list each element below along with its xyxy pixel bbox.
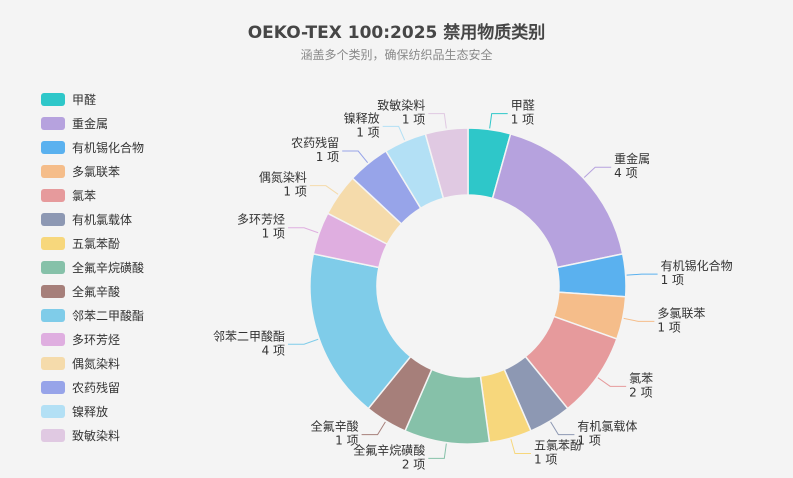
chart-subtitle: 涵盖多个类别，确保纺织品生态安全 [300, 48, 493, 62]
slice-label: 农药残留 [291, 136, 339, 150]
slice-label: 有机氯载体 [577, 420, 637, 434]
legend-label: 重金属 [72, 116, 109, 131]
legend-item[interactable]: 五氯苯酚 [41, 231, 144, 255]
label-leader-line [342, 150, 369, 163]
slice-label: 五氯苯酚 [534, 439, 582, 453]
label-leader-line [428, 443, 447, 459]
label-leader-line [510, 438, 531, 455]
slice-value-label: 1 项 [335, 434, 358, 448]
legend-label: 多环芳烃 [72, 332, 121, 347]
slice-label: 重金属 [614, 151, 650, 166]
label-leader-line [626, 273, 658, 276]
slice-label: 全氟辛酸 [311, 419, 359, 434]
label-leader-line [623, 317, 655, 322]
label-leader-line [489, 113, 508, 129]
legend-label: 有机锡化合物 [72, 140, 145, 155]
legend-item[interactable]: 有机氯载体 [41, 207, 144, 231]
legend-label: 多氯联苯 [72, 164, 121, 179]
chart-title: OEKO-TEX 100:2025 禁用物质类别 [247, 23, 546, 43]
legend-item[interactable]: 偶氮染料 [41, 351, 144, 375]
slice-label: 邻苯二甲酸酯 [213, 328, 285, 343]
legend-item[interactable]: 有机锡化合物 [41, 135, 144, 159]
slice-label: 氯苯 [629, 371, 653, 385]
slice-label: 镍释放 [344, 110, 380, 125]
slice-value-label: 1 项 [657, 320, 680, 334]
legend-swatch [41, 164, 65, 178]
slice-value-label: 1 项 [534, 453, 557, 467]
slice-value-label: 1 项 [511, 113, 534, 127]
slice-value-label: 2 项 [402, 457, 425, 471]
legend-swatch [41, 308, 65, 322]
legend-item[interactable]: 多氯联苯 [41, 159, 144, 183]
legend-item[interactable]: 全氟辛酸 [41, 279, 144, 303]
legend-label: 邻苯二甲酸酯 [72, 308, 145, 323]
legend-label: 镍释放 [72, 404, 109, 419]
label-leader-line [583, 166, 612, 178]
legend-swatch [41, 356, 65, 370]
slice-value-label: 1 项 [316, 150, 339, 164]
slice-label: 多氯联苯 [657, 306, 705, 320]
legend-item[interactable]: 甲醛 [41, 87, 144, 111]
chart-legend: 甲醛重金属有机锡化合物 多氯联苯氯苯有机氯载体五氯苯酚全氟辛烷磺酸 全氟辛酸邻苯二甲… [41, 87, 144, 447]
legend-swatch [41, 428, 65, 442]
slice-value-label: 1 项 [402, 113, 425, 127]
slice-label: 多环芳烃 [237, 213, 285, 227]
label-leader-line [288, 338, 319, 345]
donut-slice[interactable] [491, 132, 624, 269]
legend-label: 全氟辛酸 [72, 284, 121, 299]
slice-value-label: 1 项 [577, 434, 600, 448]
legend-item[interactable]: 多环芳烃 [41, 327, 144, 351]
slice-label: 有机锡化合物 [661, 258, 733, 273]
legend-swatch [41, 212, 65, 226]
legend-item[interactable]: 镍释放 [41, 399, 144, 423]
legend-item[interactable]: 全氟辛烷磺酸 [41, 255, 144, 279]
legend-label: 五氯苯酚 [72, 236, 121, 251]
legend-swatch [41, 260, 65, 274]
slice-value-label: 1 项 [283, 185, 306, 199]
legend-swatch [41, 116, 65, 130]
legend-swatch [41, 404, 65, 418]
slice-value-label: 4 项 [614, 166, 637, 180]
legend-swatch [41, 380, 65, 394]
slice-value-label: 4 项 [262, 343, 285, 357]
legend-label: 全氟辛烷磺酸 [72, 260, 145, 275]
legend-item[interactable]: 邻苯二甲酸酯 [41, 303, 144, 327]
label-leader-line [597, 377, 627, 387]
slice-value-label: 1 项 [262, 227, 285, 241]
label-leader-line [428, 113, 447, 129]
donut-slice[interactable] [424, 127, 469, 200]
slice-value-label: 1 项 [661, 273, 684, 287]
legend-swatch [41, 188, 65, 202]
legend-label: 甲醛 [72, 92, 97, 107]
slice-label: 偶氮染料 [259, 170, 307, 185]
legend-swatch [41, 284, 65, 298]
label-leader-line [550, 421, 575, 436]
slice-value-label: 2 项 [629, 385, 652, 399]
legend-label: 有机氯载体 [72, 212, 133, 227]
legend-item[interactable]: 氯苯 [41, 183, 144, 207]
label-leader-line [288, 227, 319, 234]
label-leader-line [361, 421, 386, 436]
legend-label: 致敏染料 [72, 428, 121, 443]
legend-item[interactable]: 农药残留 [41, 375, 144, 399]
legend-label: 农药残留 [72, 380, 121, 395]
slice-value-label: 1 项 [356, 125, 379, 139]
legend-swatch [41, 332, 65, 346]
legend-swatch [41, 236, 65, 250]
legend-item[interactable]: 致敏染料 [41, 423, 144, 447]
label-leader-line [382, 125, 406, 141]
label-leader-line [309, 185, 339, 195]
legend-item[interactable]: 重金属 [41, 111, 144, 135]
legend-swatch [41, 140, 65, 154]
slice-label: 甲醛 [511, 98, 535, 113]
slice-label: 全氟辛烷磺酸 [353, 442, 425, 457]
slice-label: 致敏染料 [377, 98, 425, 113]
legend-swatch [41, 92, 65, 106]
legend-label: 氯苯 [72, 188, 97, 203]
legend-label: 偶氮染料 [72, 356, 121, 371]
